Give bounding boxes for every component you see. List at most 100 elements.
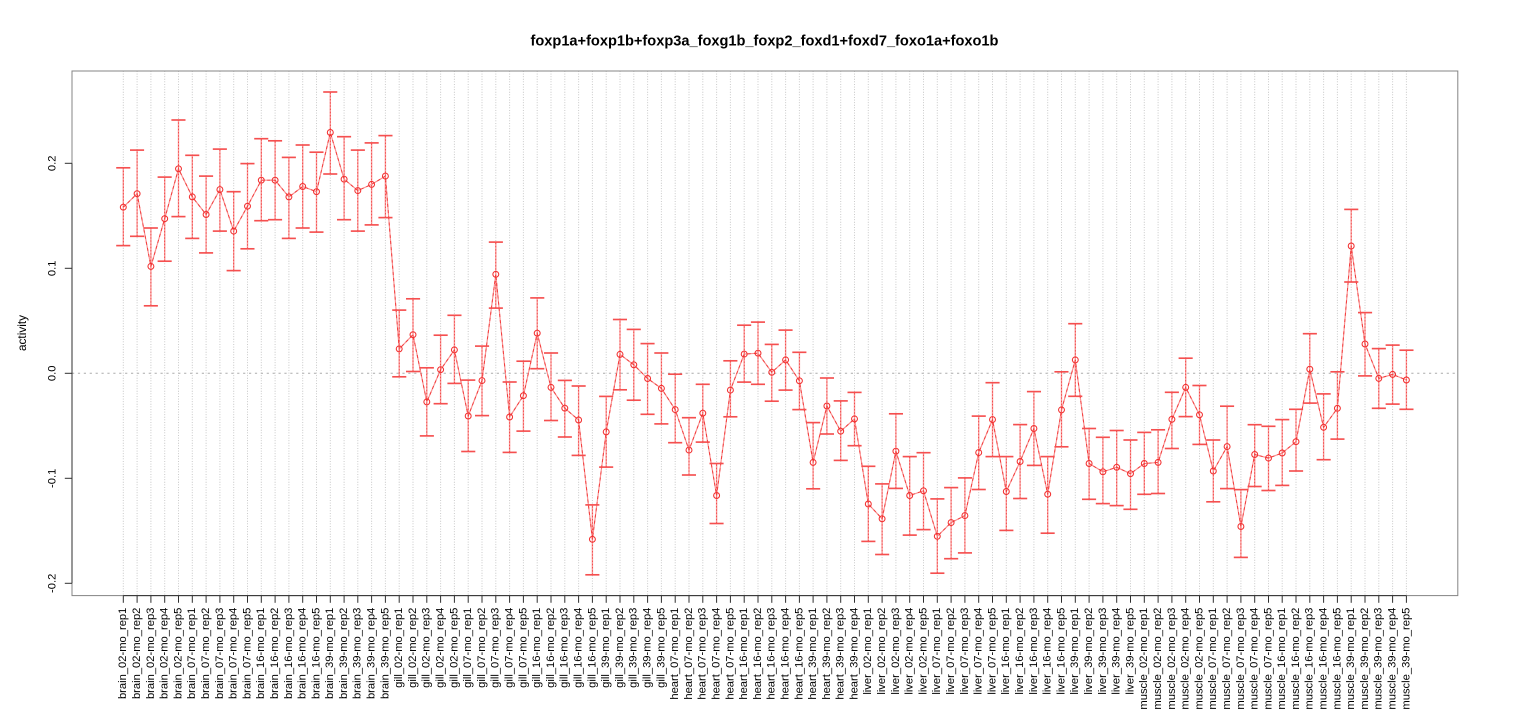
svg-text:gill_07-mo_rep3: gill_07-mo_rep3 [490, 608, 502, 688]
svg-text:gill_02-mo_rep4: gill_02-mo_rep4 [435, 608, 447, 688]
svg-text:liver_16-mo_rep1: liver_16-mo_rep1 [1000, 608, 1012, 695]
svg-text:liver_02-mo_rep4: liver_02-mo_rep4 [904, 608, 916, 695]
svg-text:heart_16-mo_rep4: heart_16-mo_rep4 [780, 608, 792, 700]
svg-text:muscle_16-mo_rep4: muscle_16-mo_rep4 [1318, 608, 1330, 710]
svg-text:muscle_02-mo_rep5: muscle_02-mo_rep5 [1193, 608, 1205, 710]
svg-text:gill_07-mo_rep2: gill_07-mo_rep2 [476, 608, 488, 688]
svg-text:brain_39-mo_rep4: brain_39-mo_rep4 [366, 608, 378, 699]
svg-text:gill_39-mo_rep2: gill_39-mo_rep2 [614, 608, 626, 688]
svg-text:liver_16-mo_rep2: liver_16-mo_rep2 [1014, 608, 1026, 695]
svg-text:gill_39-mo_rep4: gill_39-mo_rep4 [642, 608, 654, 688]
svg-text:brain_16-mo_rep3: brain_16-mo_rep3 [283, 608, 295, 699]
svg-text:heart_07-mo_rep3: heart_07-mo_rep3 [697, 608, 709, 700]
svg-text:liver_07-mo_rep5: liver_07-mo_rep5 [986, 608, 998, 695]
svg-text:0.2: 0.2 [47, 156, 59, 172]
svg-text:muscle_16-mo_rep5: muscle_16-mo_rep5 [1331, 608, 1343, 710]
svg-text:gill_02-mo_rep2: gill_02-mo_rep2 [407, 608, 419, 688]
svg-text:liver_07-mo_rep3: liver_07-mo_rep3 [959, 608, 971, 695]
svg-text:heart_07-mo_rep2: heart_07-mo_rep2 [683, 608, 695, 700]
svg-text:muscle_07-mo_rep1: muscle_07-mo_rep1 [1207, 608, 1219, 710]
svg-text:liver_02-mo_rep2: liver_02-mo_rep2 [876, 608, 888, 695]
svg-text:gill_02-mo_rep3: gill_02-mo_rep3 [421, 608, 433, 688]
svg-text:gill_39-mo_rep5: gill_39-mo_rep5 [655, 608, 667, 688]
svg-text:gill_39-mo_rep3: gill_39-mo_rep3 [628, 608, 640, 688]
svg-text:brain_02-mo_rep5: brain_02-mo_rep5 [172, 608, 184, 699]
svg-text:brain_16-mo_rep5: brain_16-mo_rep5 [310, 608, 322, 699]
svg-text:muscle_39-mo_rep2: muscle_39-mo_rep2 [1359, 608, 1371, 710]
svg-text:brain_02-mo_rep3: brain_02-mo_rep3 [145, 608, 157, 699]
svg-text:muscle_02-mo_rep3: muscle_02-mo_rep3 [1166, 608, 1178, 710]
svg-text:brain_16-mo_rep1: brain_16-mo_rep1 [255, 608, 267, 699]
svg-text:heart_39-mo_rep3: heart_39-mo_rep3 [835, 608, 847, 700]
svg-text:heart_07-mo_rep5: heart_07-mo_rep5 [724, 608, 736, 700]
svg-text:heart_39-mo_rep2: heart_39-mo_rep2 [821, 608, 833, 700]
svg-text:brain_39-mo_rep3: brain_39-mo_rep3 [352, 608, 364, 699]
svg-text:activity: activity [15, 315, 29, 351]
svg-text:-0.2: -0.2 [47, 574, 59, 593]
svg-text:muscle_16-mo_rep2: muscle_16-mo_rep2 [1290, 608, 1302, 710]
svg-text:muscle_39-mo_rep5: muscle_39-mo_rep5 [1400, 608, 1412, 710]
svg-text:gill_39-mo_rep1: gill_39-mo_rep1 [600, 608, 612, 688]
svg-text:muscle_39-mo_rep1: muscle_39-mo_rep1 [1345, 608, 1357, 710]
svg-text:gill_07-mo_rep5: gill_07-mo_rep5 [517, 608, 529, 688]
svg-text:liver_02-mo_rep5: liver_02-mo_rep5 [917, 608, 929, 695]
svg-text:muscle_07-mo_rep3: muscle_07-mo_rep3 [1235, 608, 1247, 710]
svg-text:muscle_02-mo_rep2: muscle_02-mo_rep2 [1152, 608, 1164, 710]
svg-text:muscle_07-mo_rep2: muscle_07-mo_rep2 [1221, 608, 1233, 710]
svg-text:brain_07-mo_rep2: brain_07-mo_rep2 [200, 608, 212, 699]
svg-text:liver_02-mo_rep3: liver_02-mo_rep3 [890, 608, 902, 695]
svg-text:0.1: 0.1 [47, 261, 59, 277]
svg-text:gill_16-mo_rep2: gill_16-mo_rep2 [545, 608, 557, 688]
svg-text:foxp1a+foxp1b+foxp3a_foxg1b_fo: foxp1a+foxp1b+foxp3a_foxg1b_foxp2_foxd1+… [531, 34, 999, 50]
svg-text:heart_16-mo_rep2: heart_16-mo_rep2 [752, 608, 764, 700]
svg-text:muscle_07-mo_rep5: muscle_07-mo_rep5 [1262, 608, 1274, 710]
svg-text:liver_07-mo_rep4: liver_07-mo_rep4 [973, 608, 985, 695]
svg-text:brain_07-mo_rep4: brain_07-mo_rep4 [228, 608, 240, 699]
svg-text:brain_16-mo_rep2: brain_16-mo_rep2 [269, 608, 281, 699]
svg-text:liver_16-mo_rep5: liver_16-mo_rep5 [1055, 608, 1067, 695]
svg-text:-0.1: -0.1 [47, 469, 59, 488]
svg-text:muscle_07-mo_rep4: muscle_07-mo_rep4 [1249, 608, 1261, 710]
svg-text:muscle_16-mo_rep3: muscle_16-mo_rep3 [1304, 608, 1316, 710]
svg-text:muscle_02-mo_rep4: muscle_02-mo_rep4 [1180, 608, 1192, 710]
svg-text:gill_07-mo_rep1: gill_07-mo_rep1 [462, 608, 474, 688]
svg-text:brain_02-mo_rep2: brain_02-mo_rep2 [131, 608, 143, 699]
svg-text:gill_16-mo_rep3: gill_16-mo_rep3 [559, 608, 571, 688]
svg-text:heart_39-mo_rep1: heart_39-mo_rep1 [807, 608, 819, 700]
svg-text:heart_07-mo_rep1: heart_07-mo_rep1 [669, 608, 681, 700]
svg-text:muscle_16-mo_rep1: muscle_16-mo_rep1 [1276, 608, 1288, 710]
svg-text:brain_16-mo_rep4: brain_16-mo_rep4 [297, 608, 309, 699]
svg-text:liver_39-mo_rep3: liver_39-mo_rep3 [1097, 608, 1109, 695]
svg-text:heart_16-mo_rep1: heart_16-mo_rep1 [738, 608, 750, 700]
svg-text:liver_39-mo_rep4: liver_39-mo_rep4 [1111, 608, 1123, 695]
svg-text:brain_07-mo_rep3: brain_07-mo_rep3 [214, 608, 226, 699]
svg-text:heart_16-mo_rep3: heart_16-mo_rep3 [766, 608, 778, 700]
svg-text:heart_07-mo_rep4: heart_07-mo_rep4 [711, 608, 723, 700]
svg-text:brain_39-mo_rep2: brain_39-mo_rep2 [338, 608, 350, 699]
svg-text:brain_02-mo_rep1: brain_02-mo_rep1 [117, 608, 129, 699]
svg-text:gill_16-mo_rep5: gill_16-mo_rep5 [586, 608, 598, 688]
svg-text:liver_16-mo_rep4: liver_16-mo_rep4 [1042, 608, 1054, 695]
svg-text:gill_16-mo_rep4: gill_16-mo_rep4 [573, 608, 585, 688]
svg-text:gill_02-mo_rep1: gill_02-mo_rep1 [393, 608, 405, 688]
svg-text:liver_02-mo_rep1: liver_02-mo_rep1 [862, 608, 874, 695]
svg-text:muscle_39-mo_rep4: muscle_39-mo_rep4 [1387, 608, 1399, 710]
svg-text:liver_07-mo_rep2: liver_07-mo_rep2 [945, 608, 957, 695]
svg-text:heart_16-mo_rep5: heart_16-mo_rep5 [793, 608, 805, 700]
svg-text:muscle_39-mo_rep3: muscle_39-mo_rep3 [1373, 608, 1385, 710]
svg-text:gill_07-mo_rep4: gill_07-mo_rep4 [504, 608, 516, 688]
svg-text:liver_39-mo_rep2: liver_39-mo_rep2 [1083, 608, 1095, 695]
svg-text:heart_39-mo_rep4: heart_39-mo_rep4 [848, 608, 860, 700]
svg-text:liver_07-mo_rep1: liver_07-mo_rep1 [931, 608, 943, 695]
svg-text:liver_16-mo_rep3: liver_16-mo_rep3 [1028, 608, 1040, 695]
svg-text:liver_39-mo_rep1: liver_39-mo_rep1 [1069, 608, 1081, 695]
svg-text:brain_07-mo_rep1: brain_07-mo_rep1 [186, 608, 198, 699]
svg-text:gill_02-mo_rep5: gill_02-mo_rep5 [448, 608, 460, 688]
svg-text:liver_39-mo_rep5: liver_39-mo_rep5 [1124, 608, 1136, 695]
svg-text:brain_07-mo_rep5: brain_07-mo_rep5 [241, 608, 253, 699]
svg-text:brain_39-mo_rep1: brain_39-mo_rep1 [324, 608, 336, 699]
svg-text:brain_02-mo_rep4: brain_02-mo_rep4 [159, 608, 171, 699]
svg-text:0.0: 0.0 [47, 366, 59, 382]
svg-text:brain_39-mo_rep5: brain_39-mo_rep5 [379, 608, 391, 699]
svg-text:muscle_02-mo_rep1: muscle_02-mo_rep1 [1138, 608, 1150, 710]
